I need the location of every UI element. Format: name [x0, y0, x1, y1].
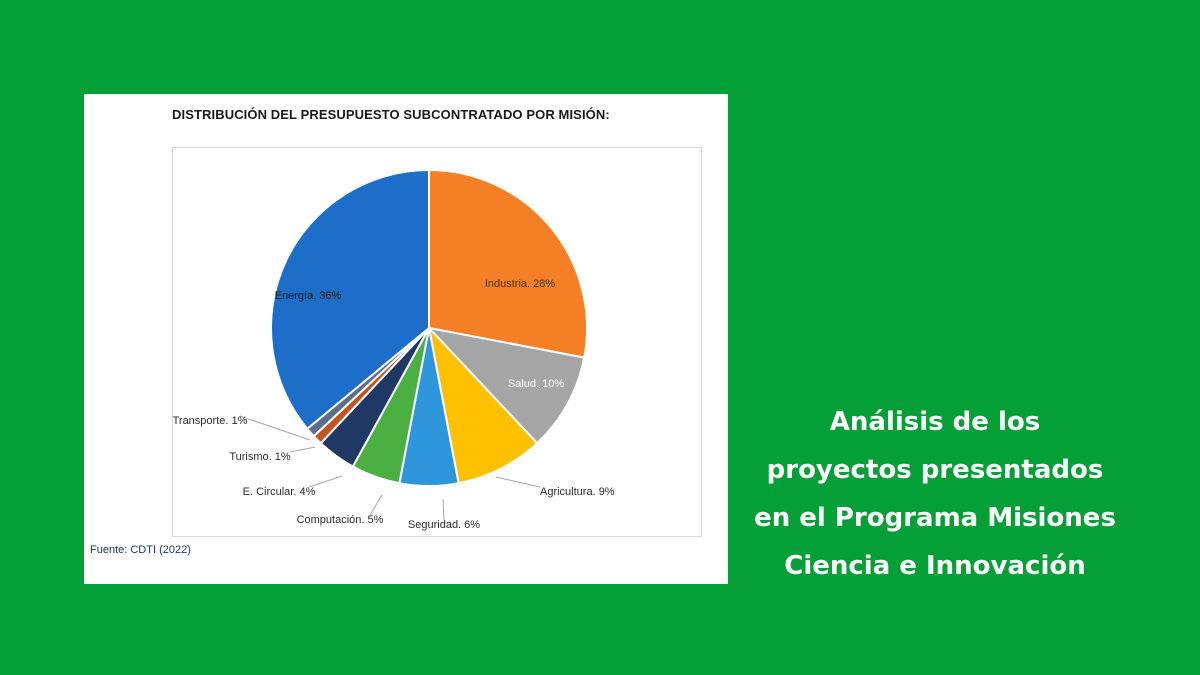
headline-line-2: proyectos presentados — [766, 455, 1104, 485]
chart-title: DISTRIBUCIÓN DEL PRESUPUESTO SUBCONTRATA… — [172, 107, 610, 122]
pie-chart: Industria. 28% Salud. 10% Agricultura. 9% S… — [173, 169, 615, 531]
pie-slice-industria — [428, 169, 588, 359]
slice-label-agricultura: Agricultura. 9% — [540, 486, 615, 498]
slice-label-energia: Energía. 36% — [275, 290, 342, 302]
headline: Análisis de los proyectos presentados en… — [735, 398, 1135, 590]
source-note: Fuente: CDTI (2022) — [90, 544, 191, 556]
pie-slice-energia — [270, 169, 430, 430]
slice-label-industria: Industria. 28% — [485, 278, 556, 290]
chart-card: DISTRIBUCIÓN DEL PRESUPUESTO SUBCONTRATA… — [84, 94, 728, 584]
slice-label-e-circular: E. Circular. 4% — [243, 486, 316, 498]
slice-label-turismo: Turismo. 1% — [229, 451, 291, 463]
leader-line-turismo — [289, 446, 316, 453]
headline-line-4: Ciencia e Innovación — [784, 551, 1086, 581]
slice-label-computacion: Computación. 5% — [297, 514, 384, 526]
slice-label-seguridad: Seguridad. 6% — [408, 519, 480, 531]
headline-line-1: Análisis de los — [829, 407, 1041, 437]
slice-label-salud: Salud. 10% — [508, 378, 564, 390]
plot-area-frame — [172, 147, 702, 537]
pie-slice-agricultura — [428, 327, 539, 485]
slice-label-transporte: Transporte. 1% — [173, 415, 248, 427]
pie-slice-salud — [428, 327, 586, 445]
leader-line-computacion — [369, 494, 383, 516]
leader-line-e-circular — [308, 475, 343, 488]
leader-line-agricultura — [495, 476, 541, 488]
headline-line-3: en el Programa Misiones — [754, 503, 1116, 533]
leader-line-transporte — [239, 415, 311, 441]
leader-line-seguridad — [442, 498, 445, 521]
